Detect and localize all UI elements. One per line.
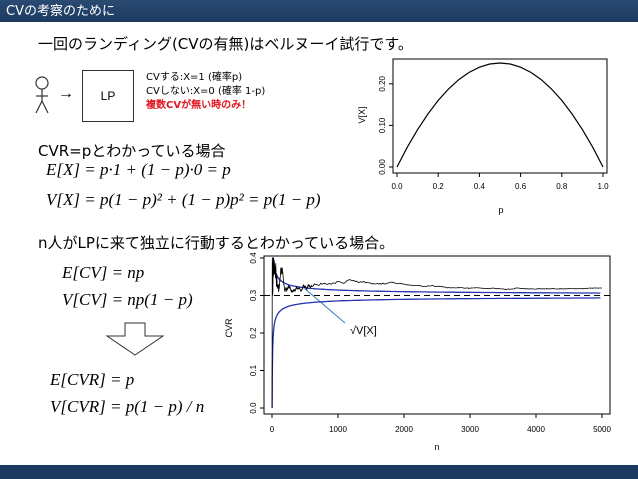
chart2-ylabel: CVR	[224, 318, 234, 338]
chart2-xtick-label: 2000	[395, 425, 413, 434]
intro-text: 一回のランディング(CVの有無)はベルヌーイ試行です。	[38, 35, 413, 53]
equation-vcv: V[CV] = np(1 − p)	[62, 290, 193, 309]
chart1-xtick-label: 0.0	[391, 182, 403, 191]
chart1-ytick-label: 0.10	[378, 117, 387, 133]
chart1-ytick-label: 0.00	[378, 159, 387, 175]
equation-vcvr: V[CVR] = p(1 − p) / n	[50, 397, 205, 416]
chart2-ytick-label: 0.3	[249, 289, 258, 301]
chart2-xlabel: n	[434, 442, 439, 452]
equation-vx: V[X] = p(1 − p)² + (1 − p)p² = p(1 − p)	[46, 190, 321, 209]
chart2-lower-bound-line	[271, 297, 601, 409]
lp-box: LP	[82, 70, 134, 122]
chart1-xtick-label: 1.0	[597, 182, 609, 191]
chart2-xtick-label: 1000	[329, 425, 347, 434]
flow-arrow: →	[58, 85, 74, 102]
chart1-ylabel: V[X]	[357, 106, 367, 123]
chart2-frame	[263, 255, 611, 415]
chart1-xtick-label: 0.2	[433, 182, 445, 191]
chart2-upper-bound-line	[272, 257, 601, 294]
chart1-xtick-label: 0.4	[474, 182, 486, 191]
section1-label: CVR=pとわかっている場合	[38, 142, 226, 160]
note-warning: 複数CVが無い時のみ！	[146, 100, 252, 111]
slide-title: CVの考察のために	[6, 4, 115, 19]
cvr-convergence-chart: CVR n √V[X] 0 1000 2000 3000 4000 5000 0.0 0.1 0…	[224, 252, 611, 452]
note-cv-no: CVしない:X=0 (確率 1-p)	[146, 86, 266, 97]
down-arrow-icon	[105, 322, 165, 356]
chart2-ytick-label: 0.0	[249, 402, 258, 414]
chart1-frame	[392, 58, 608, 174]
chart2-xtick-label: 0	[270, 425, 275, 434]
chart2-ytick-label: 0.4	[249, 252, 258, 264]
chart2-xtick-label: 4000	[527, 425, 545, 434]
chart1-xtick-label: 0.8	[556, 182, 568, 191]
chart2-observed-line	[271, 257, 602, 409]
chart2-ytick-label: 0.1	[249, 364, 258, 376]
variance-chart: V[X] p 0.0 0.2 0.4 0.6 0.8 1.0 0.00 0.10 0.20	[357, 58, 609, 215]
chart1-series-line	[396, 62, 604, 168]
slide-title-bar: CVの考察のために	[0, 0, 638, 22]
chart1-xlabel: p	[498, 205, 503, 215]
lp-box-label: LP	[100, 89, 116, 103]
chart2-xtick-label: 5000	[593, 425, 611, 434]
bottom-bar	[0, 465, 638, 479]
chart2-xtick-label: 3000	[461, 425, 479, 434]
equation-ecv: E[CV] = np	[62, 263, 145, 282]
chart1-xtick-label: 0.6	[515, 182, 527, 191]
chart1-ytick-label: 0.20	[378, 75, 387, 91]
callout-line	[304, 288, 346, 324]
equation-ecvr: E[CVR] = p	[50, 370, 135, 389]
chart2-ytick-label: 0.2	[249, 327, 258, 339]
person-icon	[35, 76, 49, 114]
callout-label: √V[X]	[350, 325, 377, 337]
equation-ex: E[X] = p·1 + (1 − p)·0 = p	[46, 160, 231, 179]
note-cv-yes: CVする:X=1 (確率p)	[146, 72, 243, 83]
section2-label: n人がLPに来て独立に行動するとわかっている場合。	[38, 234, 395, 252]
